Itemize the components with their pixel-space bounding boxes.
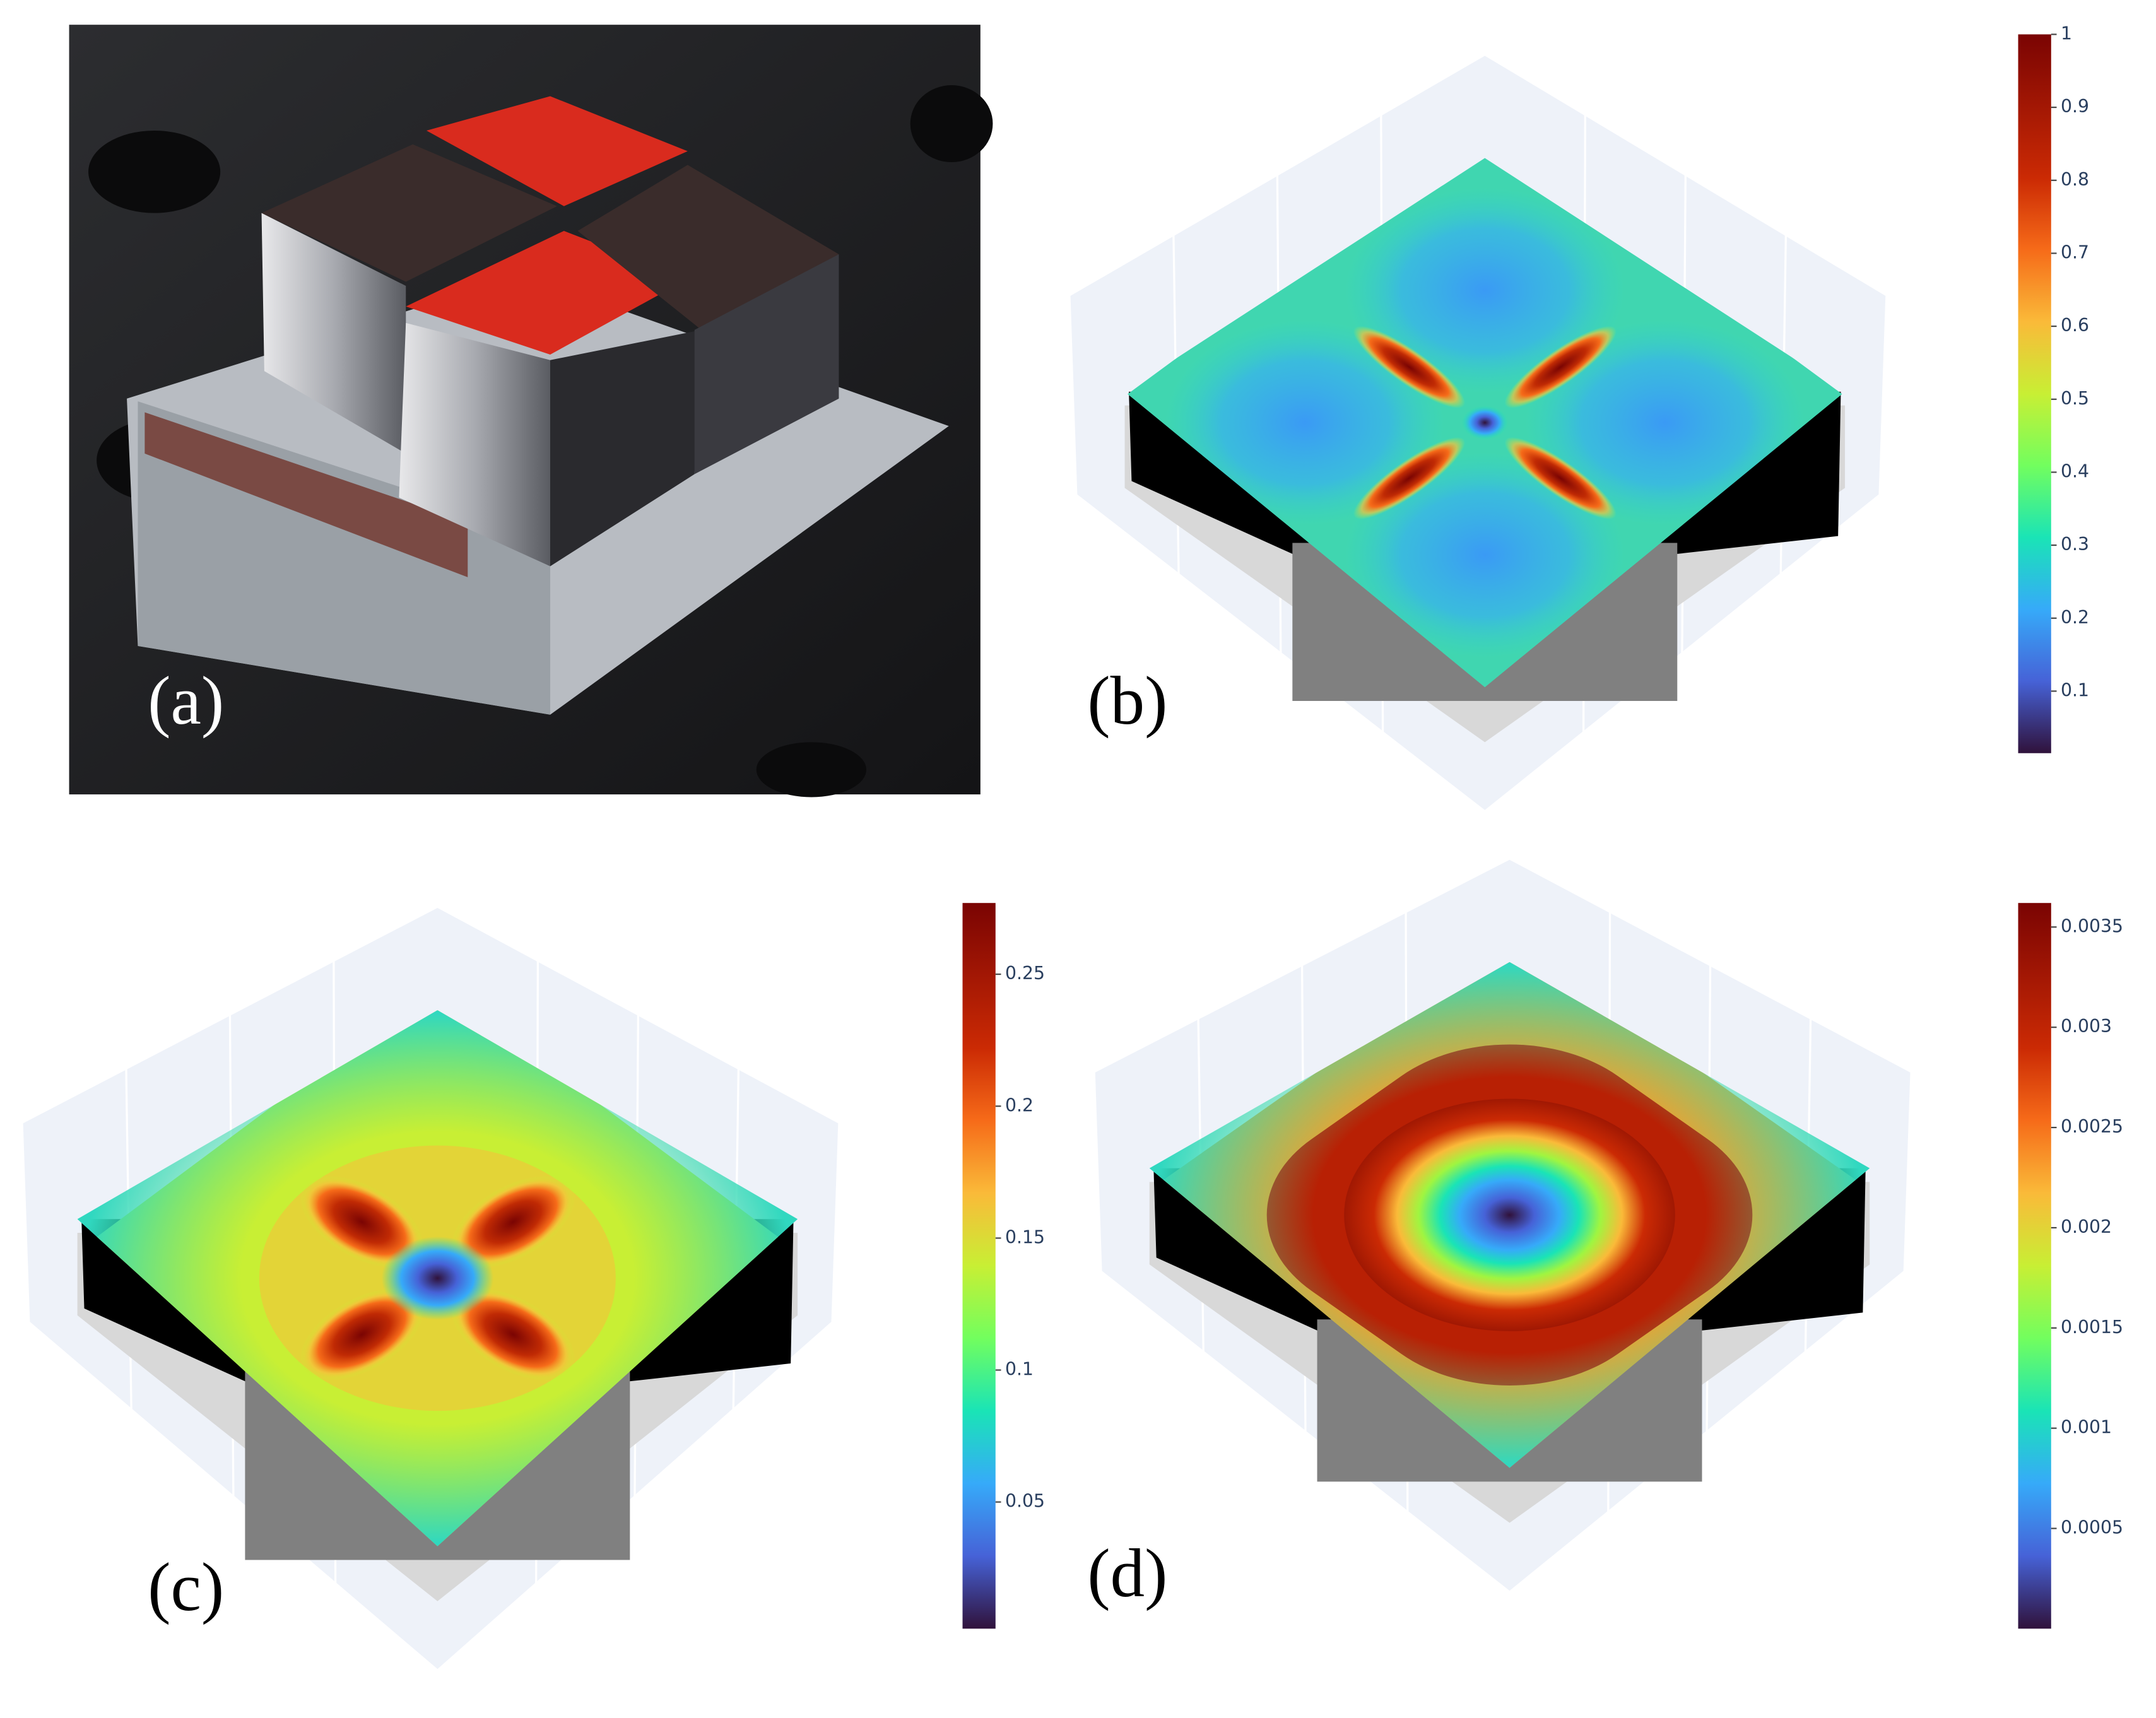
- colorbar-tick-label: 0.002: [2061, 1216, 2112, 1237]
- surface-min: [1461, 406, 1508, 440]
- colorbar-tick-label: 0.9: [2061, 96, 2089, 117]
- colorbar: [2018, 34, 2051, 753]
- colorbar-tick-label: 0.0025: [2061, 1116, 2123, 1137]
- surface-region: [1164, 319, 1445, 526]
- scene: 0.0005 0.001 0.0015 0.002 0.0025 0.003 0.0035: [1093, 858, 2123, 1629]
- colorbar-tick-label: 0.25: [1005, 963, 1045, 984]
- surface-peak: [1504, 326, 1617, 408]
- surface-peak: [1353, 326, 1466, 408]
- colorbar-tick-label: 0.0035: [2061, 915, 2123, 936]
- colorbar-tick-label: 0.4: [2061, 461, 2089, 481]
- colorbar-tick-label: 0.2: [1005, 1095, 1034, 1115]
- colorbar-tick-label: 0.05: [1005, 1491, 1045, 1512]
- colorbar-tick-label: 0.8: [2061, 169, 2089, 190]
- colorbar-tick-label: 0.0015: [2061, 1317, 2123, 1338]
- surface-region: [1524, 319, 1805, 526]
- surface-peak: [1504, 437, 1617, 520]
- panel-label: (d): [1087, 1535, 1167, 1611]
- colorbar-tick-label: 0.3: [2061, 534, 2089, 555]
- photo: [69, 25, 993, 797]
- colorbar-tick-label: 0.1: [1005, 1359, 1034, 1380]
- colorbar-tick-label: 0.2: [2061, 607, 2089, 628]
- colorbar-tick-label: 1: [2061, 23, 2072, 44]
- colorbar: [962, 903, 996, 1629]
- surface-plots: 0.1 0.2 0.3 0.4 0.5 0.6 0.7 0.8 0.9 1 0.05 0.1 0.15 0…: [21, 23, 2123, 1671]
- scene: 0.1 0.2 0.3 0.4 0.5 0.6 0.7 0.8 0.9 1: [1069, 23, 2089, 812]
- panel-label: (b): [1087, 662, 1167, 739]
- colorbar-tick-label: 0.001: [2061, 1417, 2112, 1438]
- colorbar-tick-label: 0.1: [2061, 680, 2089, 700]
- surface-region: [1345, 452, 1625, 658]
- colorbar-tick-label: 0.6: [2061, 315, 2089, 336]
- colorbar-tick-label: 0.15: [1005, 1227, 1045, 1247]
- colorbar-tick-label: 0.0005: [2061, 1517, 2123, 1538]
- colorbar-tick-label: 0.7: [2061, 242, 2089, 262]
- surface-peak: [1353, 437, 1466, 520]
- colorbar: [2018, 903, 2051, 1629]
- colorbar-tick-label: 0.003: [2061, 1016, 2112, 1037]
- panel-label: (c): [148, 1549, 224, 1625]
- colorbar-tick-label: 0.5: [2061, 388, 2089, 409]
- panel-label: (a): [148, 662, 224, 739]
- surface-region: [1345, 187, 1625, 394]
